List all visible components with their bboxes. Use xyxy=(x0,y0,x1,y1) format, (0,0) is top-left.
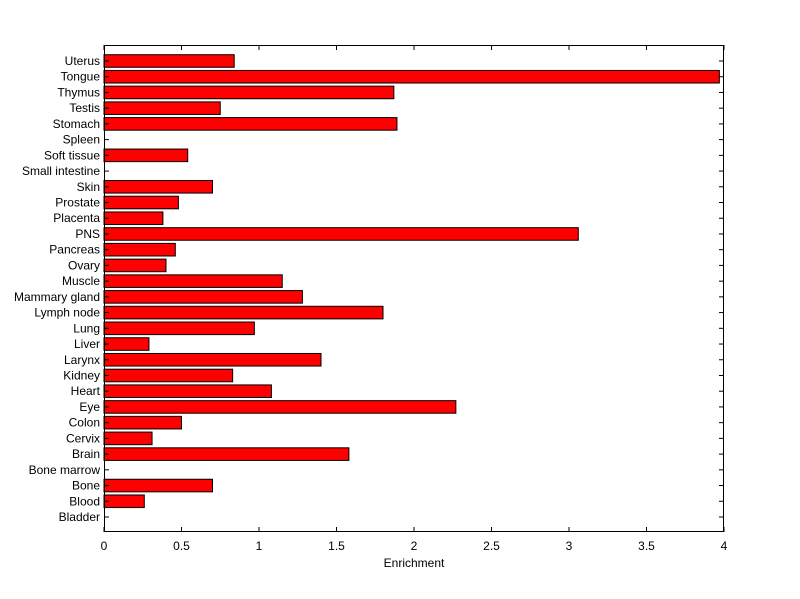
bar-larynx xyxy=(103,352,322,367)
bar-cervix xyxy=(103,431,153,446)
y-tick-label: Liver xyxy=(74,337,100,351)
y-tick-label: Bladder xyxy=(59,510,100,524)
x-tick-label: 4 xyxy=(721,539,728,553)
bar-pns xyxy=(103,227,579,241)
bar-uterus xyxy=(103,54,235,68)
y-tick-label: PNS xyxy=(75,227,100,241)
bar-blood xyxy=(103,494,145,509)
x-axis-title: Enrichment xyxy=(384,556,445,570)
y-tick-label: Prostate xyxy=(55,196,100,210)
x-axis-ticks: 0 0.5 1 1.5 2 2.5 3 3.5 4 xyxy=(101,45,728,553)
x-tick-label: 2.5 xyxy=(483,539,500,553)
y-tick-label: Stomach xyxy=(53,117,100,131)
y-tick-label: Spleen xyxy=(63,133,100,147)
y-tick-label: Kidney xyxy=(63,368,100,382)
x-tick-label: 3.5 xyxy=(638,539,655,553)
bar-liver xyxy=(103,337,150,351)
y-tick-label: Brain xyxy=(72,447,100,461)
bar-thymus xyxy=(103,85,395,100)
y-tick-label: Bone marrow xyxy=(29,463,101,477)
x-tick-label: 1 xyxy=(256,539,263,553)
bar-kidney xyxy=(103,368,234,383)
bar-colon xyxy=(103,415,182,430)
bar-stomach xyxy=(103,117,398,131)
y-tick-label: Cervix xyxy=(66,431,100,445)
y-tick-label: Colon xyxy=(69,416,100,430)
bar-lymph-node xyxy=(103,305,384,320)
y-tick-label: Placenta xyxy=(53,211,100,225)
y-tick-label: Thymus xyxy=(57,85,100,99)
y-tick-label: Lung xyxy=(73,321,100,335)
bar-lung xyxy=(103,321,255,336)
bar-skin xyxy=(103,180,213,194)
y-tick-label: Uterus xyxy=(65,54,100,68)
y-tick-label: Muscle xyxy=(62,274,100,288)
y-tick-label: Small intestine xyxy=(22,164,100,178)
y-tick-label: Ovary xyxy=(68,258,100,272)
y-tick-label: Tongue xyxy=(61,70,101,84)
bar-brain xyxy=(103,447,350,461)
bar-soft-tissue xyxy=(103,148,189,163)
y-tick-label: Heart xyxy=(71,384,101,398)
y-tick-label: Pancreas xyxy=(49,243,100,257)
x-tick-label: 3 xyxy=(566,539,573,553)
x-tick-label: 0 xyxy=(101,539,108,553)
bar-mammary-gland xyxy=(103,290,303,304)
y-tick-label: Lymph node xyxy=(34,306,100,320)
y-tick-label: Soft tissue xyxy=(44,148,100,162)
bar-heart xyxy=(103,384,272,398)
y-tick-label: Larynx xyxy=(64,353,100,367)
x-tick-label: 0.5 xyxy=(173,539,190,553)
bar-pancreas xyxy=(103,242,176,257)
y-tick-label: Skin xyxy=(77,180,100,194)
bar-tongue xyxy=(103,69,720,84)
bar-placenta xyxy=(103,211,164,226)
y-tick-label: Mammary gland xyxy=(14,290,100,304)
y-tick-label: Eye xyxy=(79,400,100,414)
bar-testis xyxy=(103,101,221,115)
x-tick-label: 1.5 xyxy=(328,539,345,553)
y-tick-label: Bone xyxy=(72,479,100,493)
bar-bone xyxy=(103,478,213,493)
bar-prostate xyxy=(103,195,179,210)
x-tick-label: 2 xyxy=(411,539,418,553)
bar-eye xyxy=(103,400,457,414)
plot-frame xyxy=(104,45,724,532)
y-tick-label: Testis xyxy=(69,101,100,115)
bar-muscle xyxy=(103,274,283,288)
y-tick-label: Blood xyxy=(69,494,100,508)
bar-ovary xyxy=(103,258,167,273)
